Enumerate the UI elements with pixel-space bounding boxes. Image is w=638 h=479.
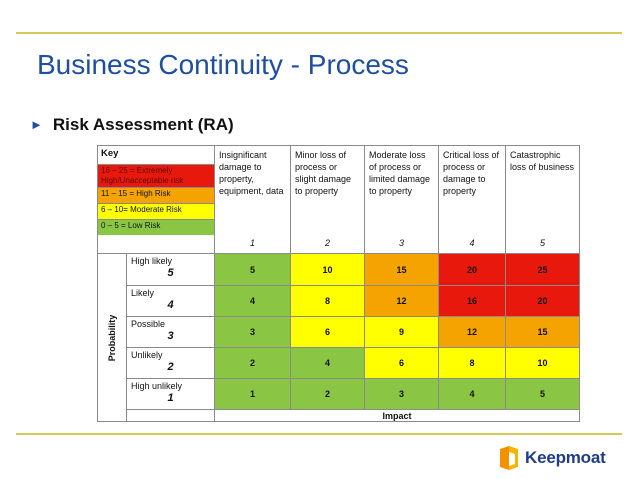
row-label-text: High likely [131,256,173,266]
impact-header-text: Critical loss of process or damage to pr… [443,150,500,196]
impact-header-2: Minor loss of process or slight damage t… [290,145,366,254]
score-cell: 20 [438,253,507,286]
row-label-likely: Likely 4 [125,285,216,317]
impact-header-5: Catastrophic loss of business 5 [505,145,581,254]
impact-label: Impact [214,409,581,422]
score-cell: 20 [505,285,581,317]
row-label-num: 3 [167,330,174,342]
top-divider [16,32,622,34]
score-cell: 5 [214,253,292,286]
score-cell: 15 [505,316,581,348]
row-label-high-likely: High likely 5 [125,253,216,286]
keepmoat-wordmark: Keepmoat [525,448,606,467]
score-cell: 3 [364,378,440,410]
score-cell: 16 [438,285,507,317]
score-cell: 6 [364,347,440,379]
impact-header-text: Minor loss of process or slight damage t… [295,150,352,196]
score-cell: 9 [364,316,440,348]
impact-header-text: Insignificant damage to property, equipm… [219,150,284,196]
row-label-num: 1 [167,392,174,404]
bottom-divider [16,433,622,435]
key-band-extreme: 16 – 25 = Extremely High/Unacceptable ri… [98,164,215,187]
bullet-text: Risk Assessment (RA) [52,115,234,134]
impact-header-text: Catastrophic loss of business [510,150,575,172]
impact-header-text: Moderate loss of process or limited dama… [369,150,431,196]
score-cell: 8 [290,285,366,317]
impact-header-1: Insignificant damage to property, equipm… [214,145,292,254]
impact-header-num: 5 [540,238,546,248]
row-label-text: Possible [131,319,166,329]
impact-header-3: Moderate loss of process or limited dama… [364,145,440,254]
score-cell: 15 [364,253,440,286]
row-label-unlikely: Unlikely 2 [125,347,216,379]
risk-matrix-table: Key 16 – 25 = Extremely High/Unacceptabl… [96,145,581,422]
score-cell: 4 [290,347,366,379]
risk-matrix: Key 16 – 25 = Extremely High/Unacceptabl… [96,145,581,422]
impact-blank-cell [125,409,216,422]
row-label-text: High unlikely [131,381,183,391]
score-cell: 8 [438,347,507,379]
score-cell: 10 [505,347,581,379]
score-cell: 12 [364,285,440,317]
keepmoat-mark-icon [498,446,520,470]
key-band-moderate: 6 – 10= Moderate Risk [98,203,215,219]
triangle-bullet-icon: ► [30,117,43,132]
impact-header-num: 4 [469,238,475,248]
row-label-num: 2 [167,361,174,373]
key-title: Key [101,148,119,159]
score-cell: 5 [505,378,581,410]
row-label-num: 4 [167,299,174,311]
score-cell: 4 [438,378,507,410]
score-cell: 12 [438,316,507,348]
row-label-num: 5 [167,267,174,279]
probability-label: Probability [107,314,117,361]
score-cell: 2 [290,378,366,410]
impact-header-num: 3 [399,238,405,248]
slide-title: Business Continuity - Process [37,49,409,80]
impact-header-4: Critical loss of process or damage to pr… [438,145,507,254]
score-cell: 6 [290,316,366,348]
score-cell: 10 [290,253,366,286]
bullet-item: ► Risk Assessment (RA) [30,115,234,135]
score-cell: 1 [214,378,292,410]
row-label-text: Unlikely [131,350,163,360]
score-cell: 25 [505,253,581,286]
probability-axis: Probability [97,253,127,422]
score-cell: 2 [214,347,292,379]
key-band-low: 0 – 5 = Low Risk [98,219,215,235]
key-legend: Key 16 – 25 = Extremely High/Unacceptabl… [96,145,216,254]
row-label-text: Likely [131,288,155,298]
key-band-high: 11 – 15 = High Risk [98,187,215,203]
row-label-high-unlikely: High unlikely 1 [125,378,216,410]
row-label-possible: Possible 3 [125,316,216,348]
score-cell: 4 [214,285,292,317]
impact-header-num: 2 [325,238,331,248]
keepmoat-logo: Keepmoat [498,446,606,470]
impact-header-num: 1 [250,238,256,248]
score-cell: 3 [214,316,292,348]
